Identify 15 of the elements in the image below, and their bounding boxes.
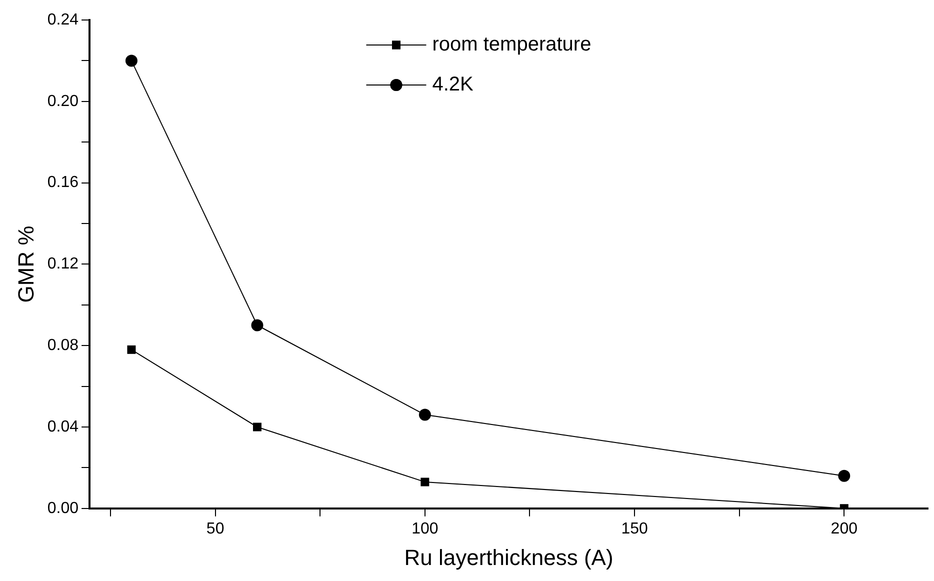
y-tick-label: 0.04 [47, 418, 79, 436]
text: 0.00 [47, 500, 79, 517]
y-axis-title: GMR % [13, 226, 38, 303]
legend-label: 4.2K [432, 74, 474, 96]
y-tick-label: 0.24 [47, 11, 79, 28]
y-tick-label: 0.12 [47, 256, 79, 273]
x-tick-label: 100 [412, 520, 438, 538]
y-tick-label: 0.16 [47, 174, 79, 192]
x-tick-label: 150 [621, 520, 648, 538]
legend-label: room temperature [432, 34, 592, 56]
y-tick-label: 0.08 [47, 337, 79, 354]
x-tick-label: 200 [830, 520, 858, 538]
x-tick-label: 50 [206, 520, 224, 538]
x-axis-title: Ru layerthickness (A) [404, 544, 614, 570]
y-tick-label: 0.20 [47, 92, 79, 110]
